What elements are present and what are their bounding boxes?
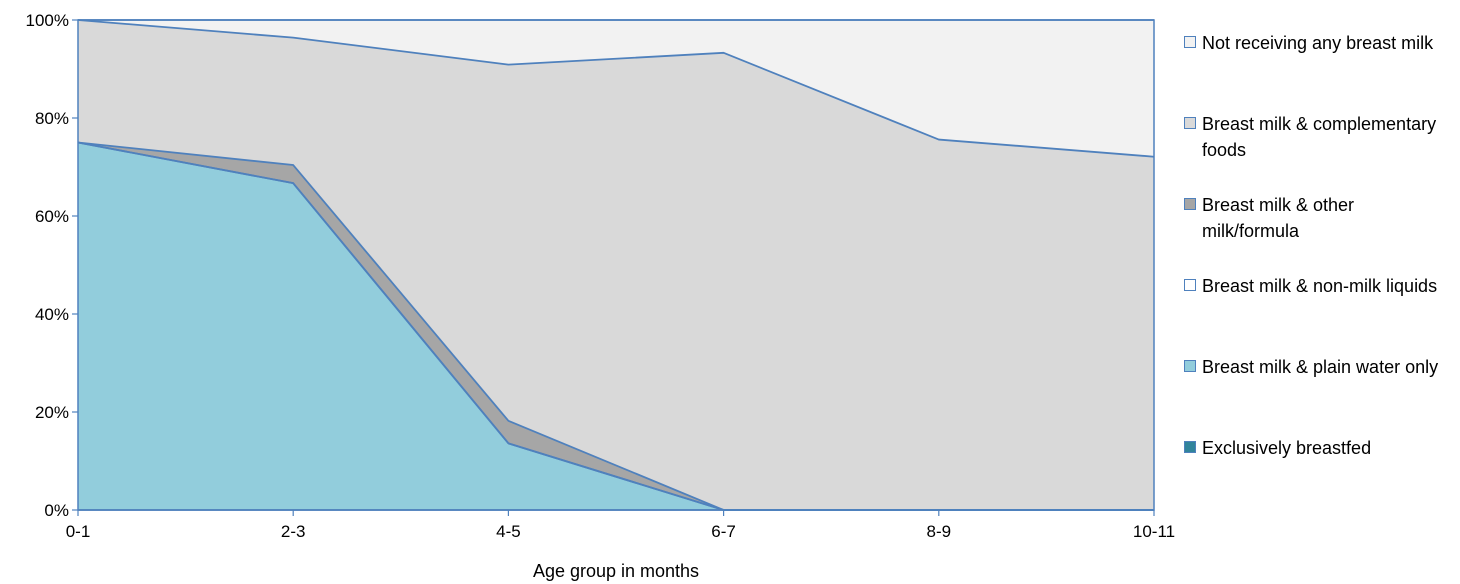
legend-item: Breast milk & non-milk liquids	[1184, 273, 1454, 354]
area-series-group	[78, 20, 1154, 510]
x-tick-label: 10-11	[1133, 522, 1175, 541]
legend-item: Breast milk & other milk/formula	[1184, 192, 1454, 273]
y-tick-label: 60%	[35, 207, 69, 226]
legend: Not receiving any breast milk Breast mil…	[1184, 30, 1454, 516]
area-not-receiving-any-breast-milk	[78, 20, 1154, 157]
legend-label: Exclusively breastfed	[1202, 438, 1372, 458]
y-axis: 0% 20% 40% 60% 80% 100%	[26, 11, 78, 520]
y-tick-label: 20%	[35, 403, 69, 422]
area-breast-milk-other-milk-formula	[78, 142, 1154, 510]
legend-swatch	[1184, 198, 1196, 210]
legend-label: Breast milk & non-milk liquids	[1202, 276, 1438, 296]
legend-swatch	[1184, 441, 1196, 453]
x-axis-title: Age group in months	[533, 561, 699, 581]
plot-area-border	[77, 19, 1155, 511]
y-tick-label: 100%	[26, 11, 69, 30]
x-tick-label: 6-7	[711, 522, 736, 541]
x-axis: 0-1 2-3 4-5 6-7 8-9 10-11	[66, 510, 1175, 541]
x-tick-label: 2-3	[281, 522, 306, 541]
y-tick-label: 40%	[35, 305, 69, 324]
legend-item: Not receiving any breast milk	[1184, 30, 1454, 111]
legend-swatch	[1184, 36, 1196, 48]
legend-label: Breast milk & plain water only	[1202, 357, 1439, 377]
area-breast-milk-plain-water-only	[78, 142, 1154, 510]
y-tick-label: 0%	[44, 501, 69, 520]
legend-item: Exclusively breastfed	[1184, 435, 1454, 516]
area-breast-milk-complementary-foods	[78, 20, 1154, 510]
x-tick-label: 8-9	[927, 522, 952, 541]
series-line-breast-milk-complementary-foods	[77, 19, 1155, 158]
legend-label: Breast milk & complementary foods	[1202, 114, 1437, 160]
legend-swatch	[1184, 360, 1196, 372]
y-tick-label: 80%	[35, 109, 69, 128]
legend-item: Breast milk & plain water only	[1184, 354, 1454, 435]
legend-swatch	[1184, 279, 1196, 291]
legend-label: Not receiving any breast milk	[1202, 33, 1434, 53]
x-tick-label: 0-1	[66, 522, 91, 541]
x-tick-label: 4-5	[496, 522, 521, 541]
legend-label: Breast milk & other milk/formula	[1202, 195, 1355, 241]
legend-swatch	[1184, 117, 1196, 129]
legend-item: Breast milk & complementary foods	[1184, 111, 1454, 192]
